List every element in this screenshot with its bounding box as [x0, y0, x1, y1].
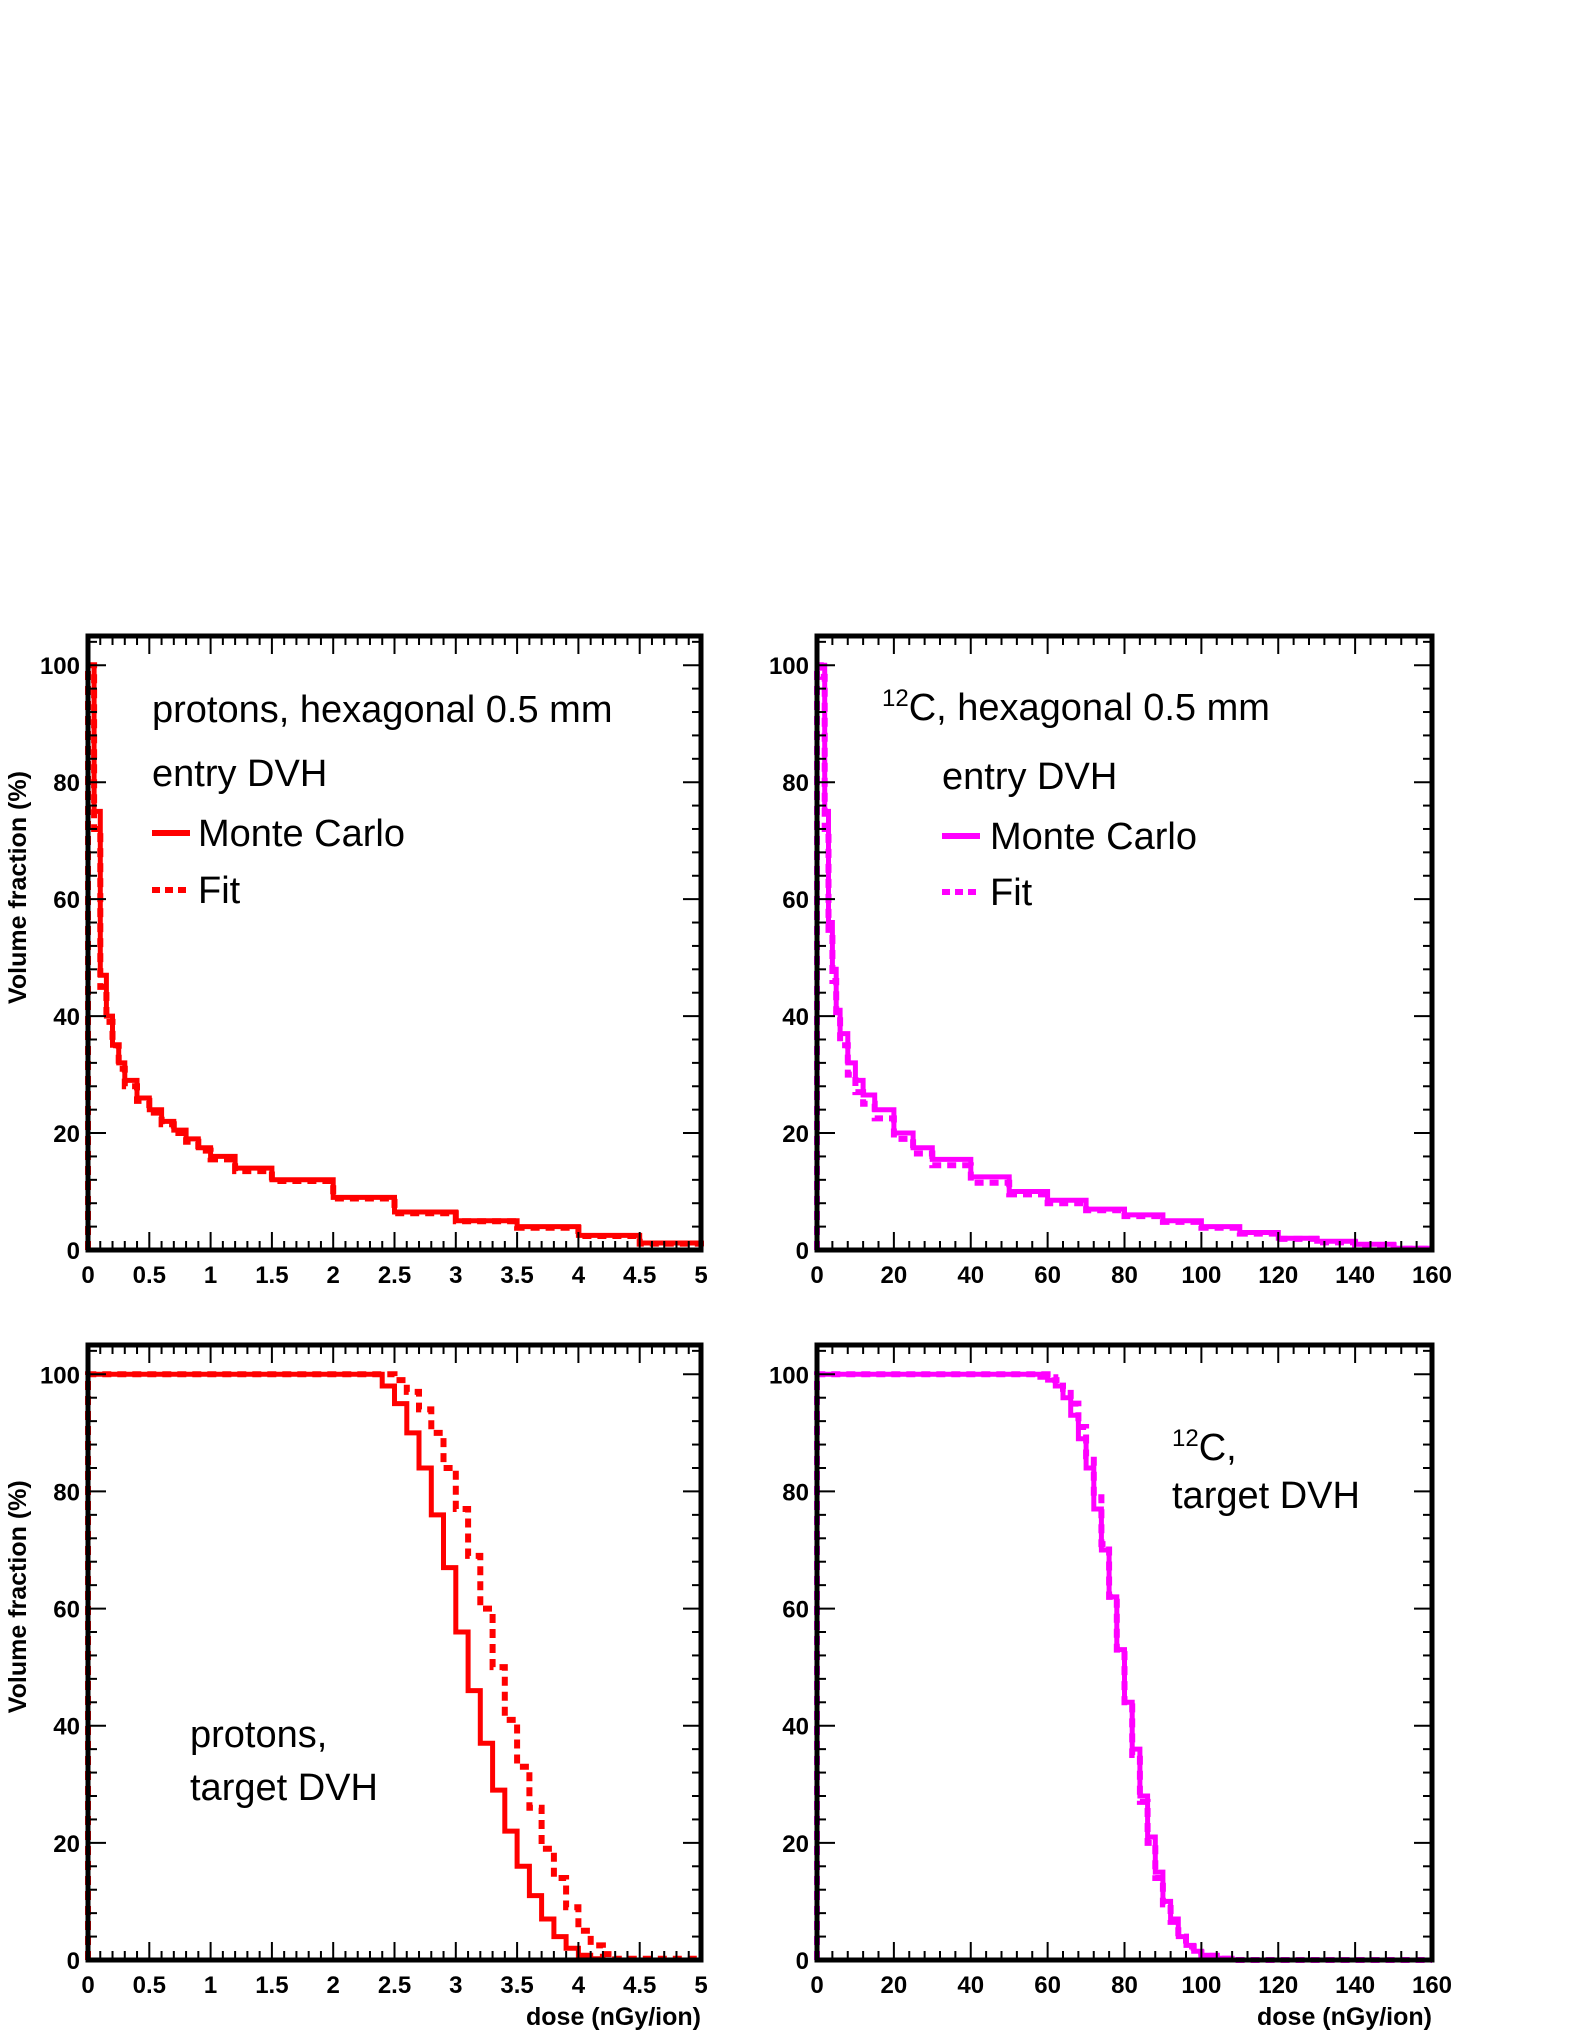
y-tick-label: 60	[53, 1597, 80, 1624]
annotation-title-text: C, hexagonal 0.5 mm	[909, 687, 1270, 729]
x-tick-label: 140	[1335, 1262, 1375, 1289]
x-tick-label: 1	[204, 1262, 217, 1289]
series-line-monte-carlo	[85, 662, 704, 1250]
annotation-subtitle: entry DVH	[942, 756, 1117, 798]
y-tick-label: 0	[796, 1948, 809, 1975]
annotation-superscript: 12	[1172, 1425, 1199, 1452]
x-tick-label: 4.5	[623, 1972, 656, 1999]
x-tick-label: 140	[1335, 1972, 1375, 1999]
x-tick-label: 2.5	[378, 1262, 411, 1289]
x-axis-label: dose (nGy/ion)	[1257, 2003, 1432, 2031]
series-line-monte-carlo	[814, 662, 1435, 1251]
y-tick-label: 100	[40, 653, 80, 680]
legend-label-monte-carlo: Monte Carlo	[990, 816, 1197, 858]
legend: Monte Carlo Fit	[152, 813, 405, 912]
y-tick-label: 60	[782, 887, 809, 914]
legend: Monte Carlo Fit	[942, 816, 1197, 914]
panel-protons-target-dvh: 0 0.5 1 1.5 2 2.5 3 3.5 4 4.5 5 0 20 40 60 80 100 Volume …	[4, 1342, 708, 2031]
y-tick-label: 20	[782, 1121, 809, 1148]
x-tick-label: 160	[1412, 1262, 1452, 1289]
x-tick-label: 0	[81, 1262, 94, 1289]
annotation-line-1-text: C,	[1199, 1427, 1237, 1469]
y-tick-label: 40	[782, 1004, 809, 1031]
annotation-line-2: target DVH	[190, 1767, 378, 1809]
annotation-line-2: target DVH	[1172, 1475, 1360, 1517]
y-axis-label: Volume fraction (%)	[4, 771, 32, 1004]
x-tick-label: 0	[810, 1262, 823, 1289]
x-tick-label: 0.5	[133, 1262, 166, 1289]
panel-carbon-entry-dvh: 0 20 40 60 80 100 120 140 160 0 20 40 60 80 100 12C, h…	[769, 633, 1452, 1289]
x-tick-label: 80	[1111, 1972, 1138, 1999]
annotation-subtitle: entry DVH	[152, 753, 327, 795]
panel-protons-entry-dvh: 0 0.5 1 1.5 2 2.5 3 3.5 4 4.5 5 0 20 40 60 80 100 Volume …	[4, 633, 708, 1289]
x-tick-label: 4.5	[623, 1262, 656, 1289]
x-tick-label: 60	[1034, 1972, 1061, 1999]
x-tick-label: 20	[881, 1972, 908, 1999]
x-tick-label: 4	[572, 1262, 586, 1289]
series-line-fit	[814, 662, 1435, 1252]
x-tick-label: 80	[1111, 1262, 1138, 1289]
y-tick-label: 20	[782, 1831, 809, 1858]
x-tick-label: 2	[327, 1972, 340, 1999]
x-tick-label: 1	[204, 1972, 217, 1999]
x-tick-label: 60	[1034, 1262, 1061, 1289]
annotation-superscript: 12	[882, 685, 909, 712]
x-tick-label: 40	[957, 1972, 984, 1999]
y-tick-label: 80	[53, 770, 80, 797]
x-tick-label: 0	[810, 1972, 823, 1999]
plot-frame	[85, 1342, 704, 1963]
x-tick-label: 5	[694, 1972, 707, 1999]
y-tick-label: 100	[769, 1362, 809, 1389]
x-tick-label: 20	[881, 1262, 908, 1289]
y-tick-label: 80	[782, 770, 809, 797]
x-tick-label: 1.5	[255, 1262, 288, 1289]
series-line-fit	[85, 662, 704, 1250]
x-tick-label: 40	[957, 1262, 984, 1289]
y-tick-label: 80	[782, 1479, 809, 1506]
y-tick-label: 40	[782, 1714, 809, 1741]
x-tick-label: 1.5	[255, 1972, 288, 1999]
y-tick-label: 20	[53, 1831, 80, 1858]
y-tick-label: 60	[782, 1597, 809, 1624]
x-tick-label: 2	[327, 1262, 340, 1289]
annotation-line-1: 12C,	[1172, 1425, 1237, 1469]
panel-carbon-target-dvh: 0 20 40 60 80 100 120 140 160 0 20 40 60 80 100 dose (n…	[769, 1342, 1452, 2031]
x-tick-label: 3.5	[500, 1262, 533, 1289]
y-tick-label: 100	[40, 1362, 80, 1389]
x-tick-label: 5	[694, 1262, 707, 1289]
y-tick-label: 80	[53, 1479, 80, 1506]
x-tick-label: 2.5	[378, 1972, 411, 1999]
x-tick-label: 0.5	[133, 1972, 166, 1999]
series-line-fit	[85, 1371, 704, 1962]
x-tick-label: 100	[1181, 1262, 1221, 1289]
legend-label-fit: Fit	[198, 870, 241, 912]
series-line-fit	[814, 1371, 1432, 1963]
x-tick-label: 0	[81, 1972, 94, 1999]
annotation-title: protons, hexagonal 0.5 mm	[152, 689, 613, 731]
y-axis-label: Volume fraction (%)	[4, 1480, 32, 1713]
x-tick-label: 3.5	[500, 1972, 533, 1999]
legend-label-fit: Fit	[990, 872, 1033, 914]
y-tick-label: 40	[53, 1004, 80, 1031]
annotation-title: 12C, hexagonal 0.5 mm	[882, 685, 1270, 729]
y-tick-label: 20	[53, 1121, 80, 1148]
y-tick-label: 0	[796, 1238, 809, 1265]
x-tick-label: 160	[1412, 1972, 1452, 1999]
x-tick-label: 3	[449, 1262, 462, 1289]
y-tick-label: 0	[67, 1238, 80, 1265]
y-tick-label: 0	[67, 1948, 80, 1975]
x-tick-label: 120	[1258, 1262, 1298, 1289]
x-tick-label: 3	[449, 1972, 462, 1999]
x-axis-label: dose (nGy/ion)	[526, 2003, 701, 2031]
legend-label-monte-carlo: Monte Carlo	[198, 813, 405, 855]
x-tick-label: 120	[1258, 1972, 1298, 1999]
y-tick-label: 40	[53, 1714, 80, 1741]
y-tick-label: 60	[53, 887, 80, 914]
x-tick-label: 4	[572, 1972, 586, 1999]
annotation-line-1: protons,	[190, 1714, 327, 1756]
x-tick-label: 100	[1181, 1972, 1221, 1999]
series-line-monte-carlo	[85, 1371, 701, 1963]
y-tick-label: 100	[769, 653, 809, 680]
